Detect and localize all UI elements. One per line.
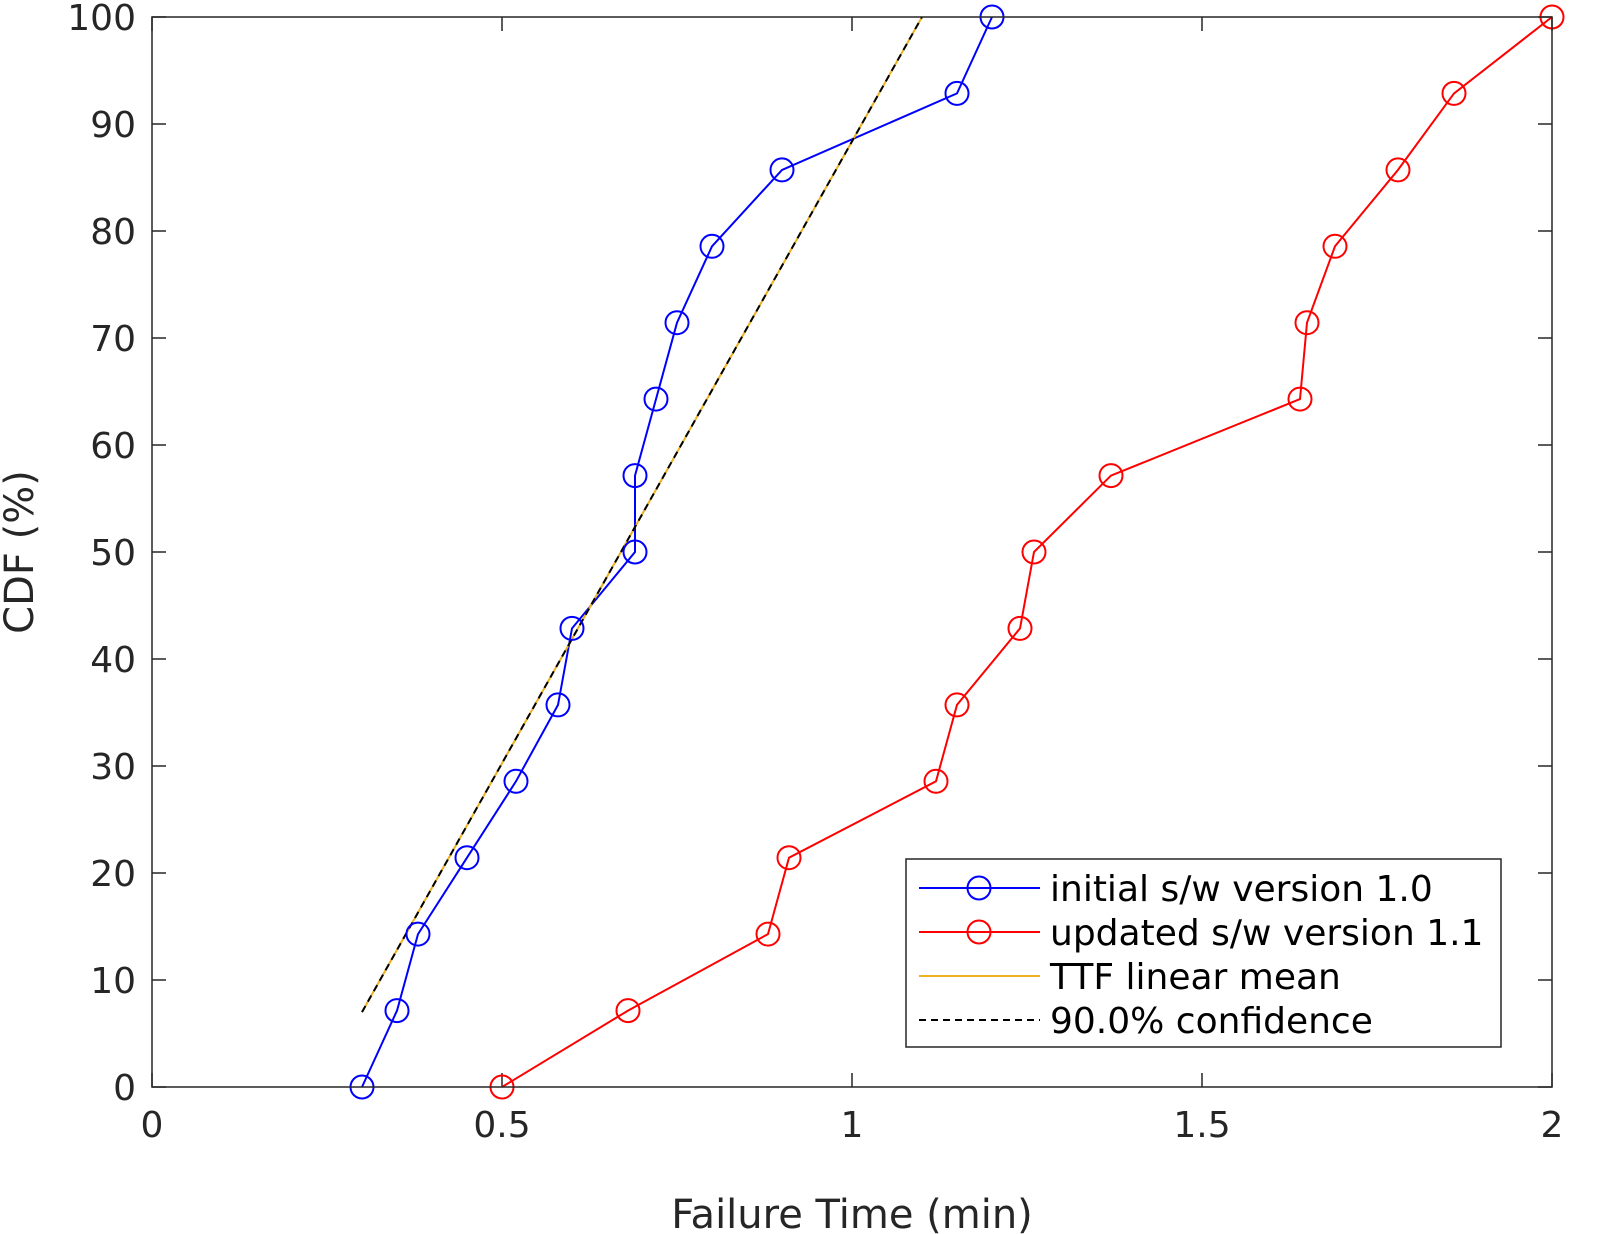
y-tick-label: 60: [90, 426, 136, 467]
series-line-4: [361, 16, 923, 1013]
series-layer: [349, 4, 1565, 1100]
y-tick-label: 90: [90, 105, 136, 146]
series-1-point: [559, 615, 585, 641]
y-tick-label: 80: [90, 212, 136, 253]
y-tick-label: 30: [90, 747, 136, 788]
series-2-point: [1385, 157, 1411, 183]
legend-swatch-marker: [966, 919, 992, 945]
legend-box: [905, 858, 1502, 1048]
series-1-point: [384, 998, 410, 1024]
series-2-point: [755, 921, 781, 947]
series-1-point: [622, 463, 648, 489]
series-2-point: [944, 692, 970, 718]
series-1-point: [944, 80, 970, 106]
series-2-point: [1098, 463, 1124, 489]
series-2-point: [1007, 615, 1033, 641]
series-2-point: [615, 998, 641, 1024]
series-1-point: [405, 921, 431, 947]
x-tick-label: 0: [141, 1105, 164, 1146]
series-1-point: [769, 157, 795, 183]
series-1-point: [545, 692, 571, 718]
series-1-point: [503, 768, 529, 794]
series-line-1: [361, 16, 993, 1088]
series-2-point: [1287, 386, 1313, 412]
y-tick-label: 50: [90, 533, 136, 574]
x-axis-label: Failure Time (min): [671, 1192, 1033, 1234]
plot-frame: [151, 16, 1553, 1088]
y-tick-label: 70: [90, 319, 136, 360]
y-axis-label: CDF (%): [0, 470, 43, 634]
legend-label: TTF linear mean: [1049, 957, 1341, 998]
series-2-point: [1294, 310, 1320, 336]
series-2-point: [923, 768, 949, 794]
legend-label: initial s/w version 1.0: [1050, 869, 1433, 910]
x-tick-label: 2: [1541, 1105, 1564, 1146]
y-tick-label: 40: [90, 640, 136, 681]
y-tick-label: 0: [113, 1068, 136, 1109]
y-tick-label: 10: [90, 961, 136, 1002]
y-tick-label: 20: [90, 854, 136, 895]
legend-label: 90.0% confidence: [1050, 1001, 1373, 1042]
series-1-point: [643, 386, 669, 412]
series-2-point: [776, 845, 802, 871]
y-tick-label: 100: [67, 0, 136, 39]
series-1-point: [664, 310, 690, 336]
series-2-point: [1021, 539, 1047, 565]
legend-swatch-marker: [966, 875, 992, 901]
series-1-point: [699, 233, 725, 259]
series-2-point: [1322, 233, 1348, 259]
series-line-2: [501, 16, 1553, 1088]
x-tick-label: 1: [841, 1105, 864, 1146]
x-tick-label: 1.5: [1173, 1105, 1230, 1146]
series-2-point: [1441, 80, 1467, 106]
series-1-point: [454, 845, 480, 871]
legend-label: updated s/w version 1.1: [1050, 913, 1483, 954]
series-1-point: [622, 539, 648, 565]
x-tick-label: 0.5: [473, 1105, 530, 1146]
